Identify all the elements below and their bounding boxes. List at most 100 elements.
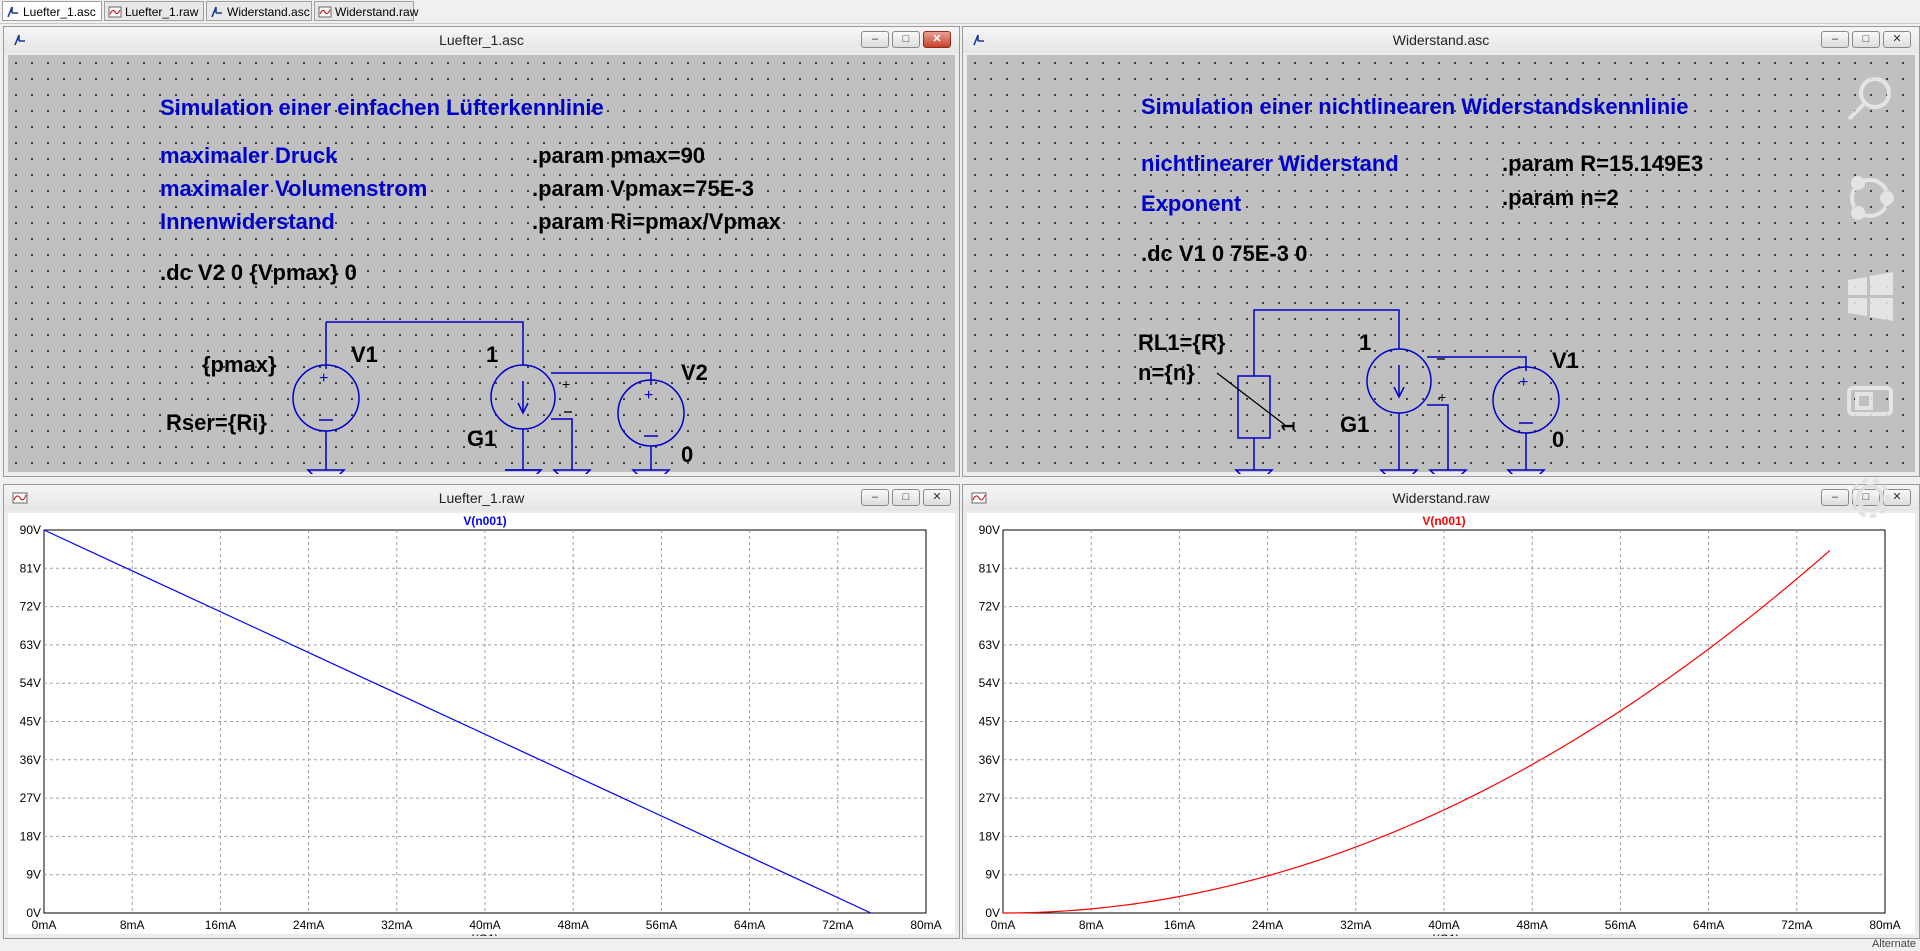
x-tick-label: 48mA xyxy=(1517,918,1548,932)
y-tick-label: 9V xyxy=(985,868,1000,882)
voltage-source-v2[interactable]: + xyxy=(617,379,685,474)
param-vpmax: .param Vpmax=75E-3 xyxy=(532,176,754,201)
window-titlebar[interactable]: Widerstand.asc – □ ✕ xyxy=(963,27,1919,53)
y-tick-label: 81V xyxy=(20,561,41,575)
circuit-wires: + + xyxy=(1216,309,1560,474)
tab-label: Luefter_1.asc xyxy=(23,5,96,19)
y-tick-label: 9V xyxy=(26,868,41,882)
windows-start-icon[interactable] xyxy=(1848,272,1893,321)
devices-icon[interactable] xyxy=(1847,386,1893,416)
y-tick-label: 0V xyxy=(26,906,41,920)
y-tick-label: 81V xyxy=(979,561,1000,575)
tab-luefter-asc[interactable]: Luefter_1.asc xyxy=(2,1,102,21)
window-titlebar[interactable]: Luefter_1.asc – □ ✕ xyxy=(4,27,959,53)
x-tick-label: 0mA xyxy=(991,918,1016,932)
close-button[interactable]: ✕ xyxy=(1883,31,1911,48)
waveform-icon xyxy=(12,492,28,504)
trace-title[interactable]: V(n001) xyxy=(1422,514,1465,528)
label-rl1: RL1={R} xyxy=(1138,330,1226,355)
schematic-icon xyxy=(14,34,25,46)
minimize-button[interactable]: – xyxy=(1821,489,1849,506)
voltage-source-v1[interactable]: + xyxy=(1492,366,1560,474)
maximize-button[interactable]: □ xyxy=(892,31,920,48)
maximize-button[interactable]: □ xyxy=(892,489,920,506)
minimize-button[interactable]: – xyxy=(861,489,889,506)
x-axis-label: -I(G1) xyxy=(1428,932,1459,936)
schematic-canvas[interactable]: Simulation einer einfachen Lüfterkennlin… xyxy=(8,55,955,474)
tab-label: Luefter_1.raw xyxy=(125,5,199,19)
param-ri: .param Ri=pmax/Vpmax xyxy=(532,209,781,234)
schematic-window-luefter: Luefter_1.asc – □ ✕ Simulation einer einfa… xyxy=(3,26,960,477)
schematic-icon xyxy=(7,6,18,18)
window-title: Widerstand.asc xyxy=(1392,32,1490,48)
x-tick-label: 16mA xyxy=(1164,918,1195,932)
resistor-rl1[interactable] xyxy=(1216,309,1400,474)
close-button[interactable]: ✕ xyxy=(1883,489,1911,506)
label-node-1: 1 xyxy=(1359,330,1372,355)
voltage-source-v1[interactable]: + xyxy=(292,322,360,474)
close-button[interactable]: ✕ xyxy=(923,31,951,48)
x-tick-label: 56mA xyxy=(646,918,677,932)
waveform-plot[interactable]: V(n001) 0mA 8mA 16mA 24mA 32mA 40mA 48mA 56mA 64m… xyxy=(8,513,957,936)
window-titlebar[interactable]: Widerstand.raw – □ ✕ xyxy=(963,485,1919,511)
window-title: Luefter_1.raw xyxy=(438,490,525,506)
waveform-window-luefter: Luefter_1.raw – □ ✕ V(n001) 0mA 8mA 16mA 24mA 3… xyxy=(3,484,960,939)
x-tick-label: 64mA xyxy=(734,918,765,932)
waveform-icon xyxy=(971,492,987,504)
param-r: .param R=15.149E3 xyxy=(1502,151,1704,176)
x-tick-label: 72mA xyxy=(822,918,853,932)
waveform-plot-pane[interactable]: V(n001) 0mA 8mA 16mA 24mA 32mA 40mA 48mA 56mA 64m… xyxy=(8,513,957,936)
maximize-button[interactable]: □ xyxy=(1852,31,1880,48)
minimize-button[interactable]: – xyxy=(1821,31,1849,48)
settings-icon[interactable] xyxy=(1850,478,1890,518)
x-tick-label: 64mA xyxy=(1693,918,1724,932)
tab-luefter-raw[interactable]: Luefter_1.raw xyxy=(104,1,204,21)
share-icon[interactable] xyxy=(1850,176,1894,220)
trace-title[interactable]: V(n001) xyxy=(463,514,506,528)
schematic-heading: Simulation einer nichtlinearen Widerstan… xyxy=(1141,94,1689,119)
schematic-canvas[interactable]: Simulation einer nichtlinearen Widerstan… xyxy=(967,55,1915,474)
status-text: Alternate xyxy=(1871,938,1916,950)
current-source-g1[interactable]: + xyxy=(490,364,652,474)
dc-directive: .dc V2 0 {Vpmax} 0 xyxy=(160,260,357,285)
window-titlebar[interactable]: Luefter_1.raw – □ ✕ xyxy=(4,485,959,511)
close-button[interactable]: ✕ xyxy=(923,489,951,506)
schematic-heading: Simulation einer einfachen Lüfterkennlin… xyxy=(160,95,604,120)
svg-text:+: + xyxy=(1438,389,1446,405)
waveform-plot[interactable]: V(n001) 0mA 8mA 16mA 24mA 32mA 40mA 48mA 56mA 64m… xyxy=(967,513,1917,936)
tab-widerstand-raw[interactable]: Widerstand.raw xyxy=(314,1,418,21)
label-internal-resistance: Innenwiderstand xyxy=(160,209,335,234)
schematic-window-widerstand: Widerstand.asc – □ ✕ Simulation einer nich… xyxy=(962,26,1920,477)
trace-line[interactable] xyxy=(1002,549,1831,914)
window-title: Luefter_1.asc xyxy=(439,32,524,48)
document-tab-bar: Luefter_1.asc Luefter_1.raw Widerstand.a… xyxy=(0,0,1920,24)
waveform-plot-pane[interactable]: V(n001) 0mA 8mA 16mA 24mA 32mA 40mA 48mA 56mA 64m… xyxy=(967,513,1917,936)
label-node-1: 1 xyxy=(486,342,499,367)
svg-text:+: + xyxy=(562,376,570,392)
status-bar: Alternate xyxy=(0,938,1920,951)
waveform-icon xyxy=(318,6,332,18)
tab-widerstand-asc[interactable]: Widerstand.asc xyxy=(206,1,312,21)
x-tick-label: 72mA xyxy=(1781,918,1812,932)
dc-directive: .dc V1 0 75E-3 0 xyxy=(1141,241,1308,266)
search-icon[interactable] xyxy=(1847,77,1891,121)
current-source-g1[interactable]: + xyxy=(1366,348,1527,474)
x-tick-label: 16mA xyxy=(205,918,236,932)
label-v1: V1 xyxy=(1552,348,1579,373)
trace-line[interactable] xyxy=(43,529,872,914)
waveform-window-widerstand: Widerstand.raw – □ ✕ V(n001) 0mA 8mA 16mA 24mA… xyxy=(962,484,1920,939)
y-tick-label: 18V xyxy=(20,829,41,843)
label-pmax: {pmax} xyxy=(202,352,277,377)
x-tick-label: 56mA xyxy=(1605,918,1636,932)
y-tick-label: 45V xyxy=(979,715,1000,729)
charms-bar xyxy=(1847,77,1894,518)
label-nonlinear-resistor: nichtlinearer Widerstand xyxy=(1141,151,1399,176)
schematic-icon xyxy=(211,6,222,18)
tab-label: Widerstand.raw xyxy=(335,5,419,19)
x-tick-label: 40mA xyxy=(1428,918,1459,932)
y-tick-label: 54V xyxy=(979,676,1000,690)
y-tick-label: 36V xyxy=(20,753,41,767)
param-pmax: .param pmax=90 xyxy=(532,143,706,168)
minimize-button[interactable]: – xyxy=(861,31,889,48)
y-tick-label: 90V xyxy=(20,523,41,537)
